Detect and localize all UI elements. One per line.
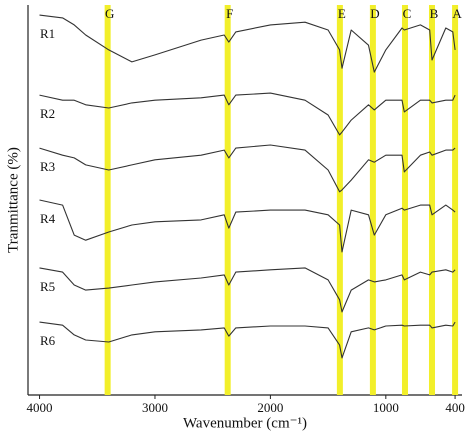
series-label: R3	[40, 159, 55, 174]
band-label: F	[226, 6, 233, 21]
band-label: B	[430, 6, 439, 21]
spectrum-line	[39, 199, 456, 253]
x-tick-label: 4000	[27, 400, 53, 415]
band	[428, 5, 435, 395]
band-label: E	[338, 6, 346, 21]
band	[104, 5, 111, 395]
band-label: G	[105, 6, 114, 21]
spectrum-line	[39, 267, 456, 313]
band	[369, 5, 376, 395]
series-label: R1	[40, 26, 55, 41]
x-axis-label: Wavenumber (cm⁻¹)	[183, 415, 307, 431]
spectrum-line	[39, 92, 456, 136]
x-tick-label: 1000	[373, 400, 399, 415]
band-label: A	[452, 6, 462, 21]
band-label: C	[403, 6, 412, 21]
band-label: D	[370, 6, 379, 21]
band	[452, 5, 459, 395]
series-label: R6	[40, 333, 56, 348]
series-label: R2	[40, 106, 55, 121]
y-axis-label: Tranmittance (%)	[5, 147, 21, 253]
band	[401, 5, 408, 395]
spectrum-line	[39, 144, 456, 193]
spectrum-line	[39, 321, 456, 359]
x-tick-label: 2000	[257, 400, 283, 415]
x-tick-label: 3000	[142, 400, 168, 415]
band	[224, 5, 231, 395]
series-label: R4	[40, 211, 56, 226]
spectrum-line	[39, 14, 456, 73]
series-label: R5	[40, 279, 55, 294]
x-tick-label: 400	[445, 400, 465, 415]
band	[336, 5, 343, 395]
